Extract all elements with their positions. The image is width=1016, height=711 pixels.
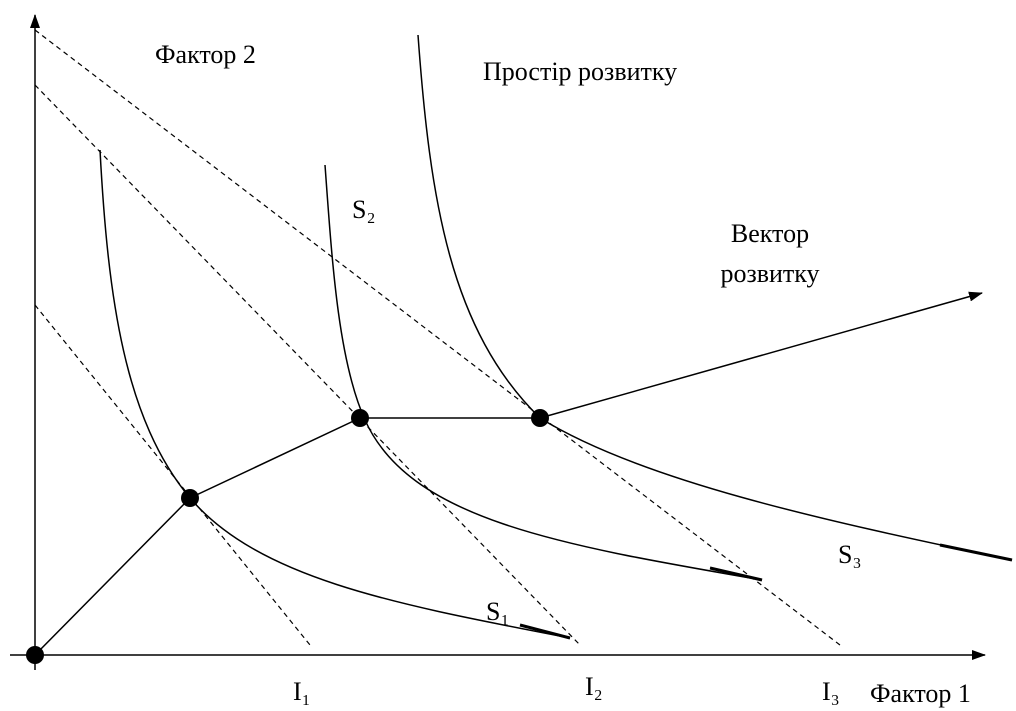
s3-label: S₃ — [838, 540, 862, 569]
isoquant-s2-end — [709, 566, 763, 582]
point — [26, 646, 44, 664]
development-vector — [539, 291, 983, 419]
isoquant-s1-end — [519, 623, 571, 640]
s1-label: S₁ — [486, 597, 510, 626]
point — [531, 409, 549, 427]
i2-label: I₂ — [585, 672, 603, 701]
isoquant-s3-end — [939, 543, 1013, 562]
isoquant-s2 — [324, 164, 763, 581]
vector-label-line: розвитку — [720, 259, 819, 288]
x-axis-label: Фактор 1 — [870, 679, 971, 708]
y-axis-label: Фактор 2 — [155, 40, 256, 69]
i1-label: I₁ — [293, 677, 311, 706]
i3-label: I₃ — [822, 677, 840, 706]
expansion-path — [34, 417, 540, 656]
space-label: Простір розвитку — [483, 57, 677, 86]
point — [351, 409, 369, 427]
isoquant-s3 — [417, 34, 1013, 561]
s2-label: S₂ — [352, 195, 376, 224]
isoquant-s1 — [99, 149, 571, 639]
isocost-3 — [34, 29, 841, 646]
vector-label-line: Вектор — [731, 219, 809, 248]
isocost-2 — [34, 84, 581, 646]
point — [181, 489, 199, 507]
